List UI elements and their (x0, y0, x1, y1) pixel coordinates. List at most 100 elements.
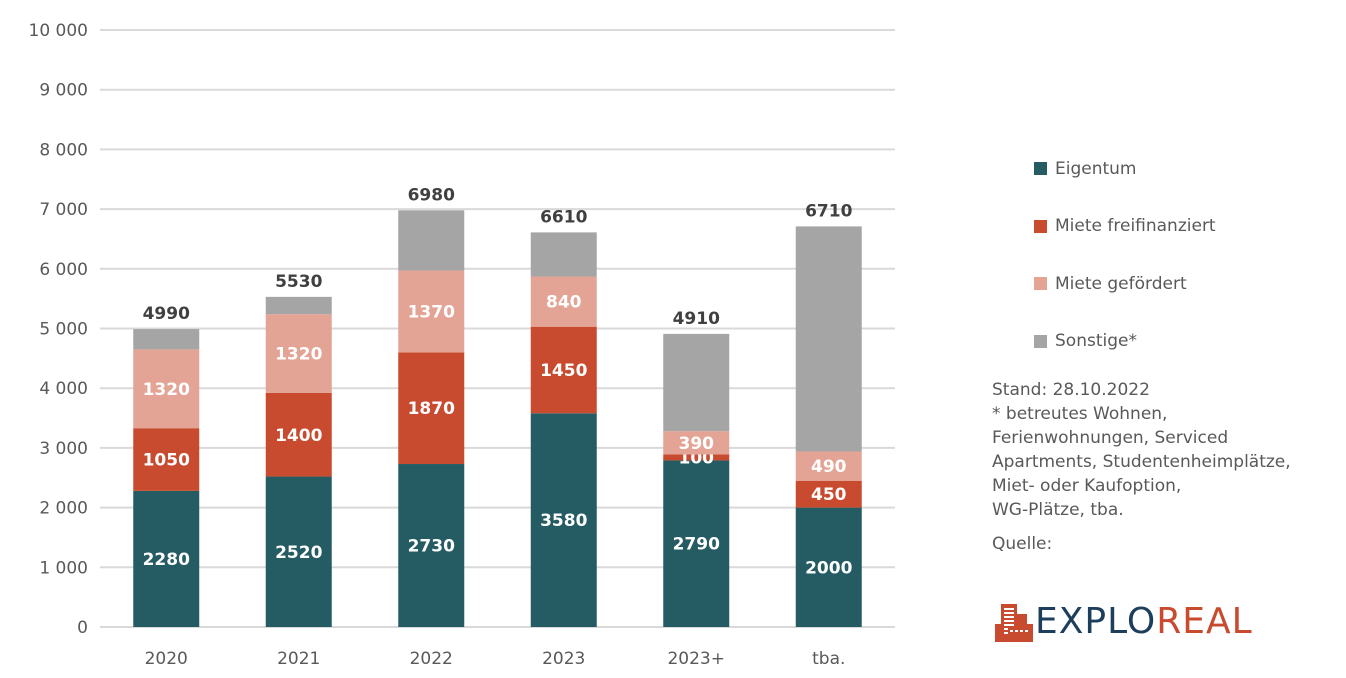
logo-text-explo: EXPLO (1035, 601, 1157, 642)
segment-value-label: 1870 (408, 399, 455, 419)
legend-item-miete-gefoerdert: Miete gefördert (1034, 255, 1216, 313)
x-tick-label: 2022 (410, 649, 453, 669)
legend-swatch-miete-gefoerdert (1034, 277, 1047, 291)
bar-segment-miete-gef-rdert (398, 270, 465, 353)
bar-segment-eigentum (663, 460, 730, 627)
total-value-label: 6610 (540, 207, 587, 227)
segment-value-label: 3580 (540, 511, 587, 531)
y-tick-label: 8 000 (39, 140, 88, 160)
segment-value-label: 1450 (540, 361, 587, 381)
y-axis: 0 1 000 2 000 3 000 4 000 5 000 6 000 7 000 8 00… (29, 21, 88, 638)
bar-segment-sonstige (795, 226, 862, 452)
total-value-label: 4990 (143, 304, 190, 324)
bar-segment-sonstige (265, 296, 332, 315)
bar-segment-miete-gef-rdert (663, 431, 730, 455)
y-tick-label: 5 000 (39, 320, 88, 340)
bar-segment-eigentum (530, 413, 597, 627)
y-tick-label: 4 000 (39, 379, 88, 399)
segment-value-label: 2000 (805, 558, 852, 578)
bar-segment-sonstige (530, 232, 597, 277)
segment-value-label: 2730 (408, 537, 455, 557)
total-value-label: 4910 (673, 309, 720, 329)
x-tick-label: 2023+ (667, 649, 725, 669)
segment-value-label: 1400 (275, 426, 322, 446)
bar-segment-sonstige (133, 329, 200, 350)
x-tick-label: 2020 (145, 649, 188, 669)
bar-stack: 2280 1050 1320 4990 (133, 304, 200, 627)
legend-swatch-sonstige (1034, 334, 1047, 348)
x-tick-label: 2021 (277, 649, 320, 669)
footnote-line: Miet- oder Kaufoption, (992, 476, 1182, 496)
gridlines (100, 29, 895, 628)
segment-value-label: 2280 (143, 550, 190, 570)
bar-segment-sonstige (663, 333, 730, 432)
y-tick-label: 10 000 (29, 21, 88, 41)
y-tick-label: 3 000 (39, 439, 88, 459)
segment-value-label: 490 (811, 457, 847, 477)
bar-segment-miete-gef-rdert (265, 314, 332, 393)
y-tick-label: 1 000 (39, 558, 88, 578)
footnote-line: Apartments, Studentenheimplätze, (992, 452, 1291, 472)
notes: Stand: 28.10.2022 * betreutes Wohnen, Fe… (992, 378, 1291, 556)
segment-value-label: 1370 (408, 302, 455, 322)
bar-segment-miete-freifinanziert (398, 352, 465, 465)
building-icon (995, 604, 1033, 642)
bar-segment-miete-gef-rdert (795, 451, 862, 481)
total-value-label: 6710 (805, 201, 852, 221)
total-value-label: 6980 (408, 185, 455, 205)
bar-stack: 2000 450 490 6710 (795, 201, 862, 627)
segment-value-label: 840 (546, 293, 582, 313)
y-tick-label: 0 (77, 618, 88, 638)
bar-stack: 2520 1400 1320 5530 (265, 272, 332, 627)
legend-swatch-eigentum (1034, 162, 1047, 176)
exploreal-logo: EXPLOREAL (993, 602, 1253, 642)
bar-segment-eigentum (795, 507, 862, 627)
bar-stack: 3580 1450 840 6610 (530, 207, 597, 627)
logo-text-real: REAL (1156, 601, 1253, 642)
legend-label: Sonstige* (1055, 331, 1137, 352)
stand-date: Stand: 28.10.2022 (992, 380, 1150, 400)
bar-segment-miete-gef-rdert (133, 349, 200, 429)
segment-value-label: 2520 (275, 543, 322, 563)
segment-value-label: 450 (811, 485, 847, 505)
bar-segment-eigentum (265, 476, 332, 627)
legend: Eigentum Miete freifinanziert Miete gefö… (1034, 140, 1216, 370)
bar-segment-miete-freifinanziert (265, 392, 332, 477)
segment-value-label: 2790 (673, 535, 720, 555)
bar-segment-sonstige (398, 210, 465, 271)
bar-segment-miete-freifinanziert (133, 428, 200, 491)
legend-label: Eigentum (1055, 158, 1137, 179)
x-tick-label: tba. (812, 649, 845, 669)
x-axis: 2020 2021 2022 2023 2023+ tba. (145, 649, 846, 669)
total-value-label: 5530 (275, 272, 322, 292)
bar-segment-eigentum (398, 464, 465, 627)
segment-value-label: 1050 (143, 451, 190, 471)
y-tick-label: 6 000 (39, 260, 88, 280)
legend-swatch-miete-freifinanziert (1034, 219, 1047, 233)
x-tick-label: 2023 (542, 649, 585, 669)
bar-segment-miete-freifinanziert (663, 454, 730, 461)
legend-item-sonstige: Sonstige* (1034, 313, 1216, 371)
legend-item-miete-freifinanziert: Miete freifinanziert (1034, 198, 1216, 256)
footnote-line: WG-Plätze, tba. (992, 500, 1124, 520)
segment-value-label: 390 (679, 434, 715, 454)
y-tick-label: 7 000 (39, 200, 88, 220)
bar-stack: 2730 1870 1370 6980 (398, 185, 465, 627)
y-tick-label: 9 000 (39, 81, 88, 101)
bar-segment-miete-gef-rdert (530, 276, 597, 327)
y-tick-label: 2 000 (39, 499, 88, 519)
legend-item-eigentum: Eigentum (1034, 140, 1216, 198)
segment-value-label: 1320 (275, 345, 322, 365)
source-label: Quelle: (992, 534, 1053, 554)
stacked-bar-chart: 0 1 000 2 000 3 000 4 000 5 000 6 000 7 000 8 00… (29, 21, 895, 669)
footnote-line: * betreutes Wohnen, (992, 404, 1168, 424)
footnote-line: Ferienwohnungen, Serviced (992, 428, 1229, 448)
legend-label: Miete freifinanziert (1055, 216, 1216, 237)
logo-wordmark: EXPLOREAL (1035, 602, 1253, 642)
legend-label: Miete gefördert (1055, 273, 1187, 294)
bar-segment-miete-freifinanziert (530, 326, 597, 414)
bars: 2280 1050 1320 4990 2520 1400 1320 5530 2730 1870… (133, 185, 862, 627)
bar-segment-miete-freifinanziert (795, 480, 862, 508)
bar-segment-eigentum (133, 490, 200, 627)
